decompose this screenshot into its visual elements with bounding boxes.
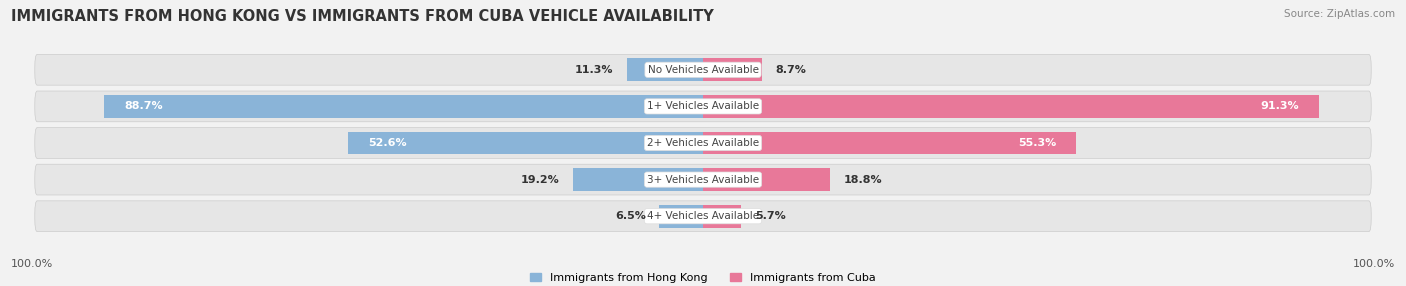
Text: 3+ Vehicles Available: 3+ Vehicles Available (647, 175, 759, 184)
Bar (703, 95, 1319, 118)
FancyBboxPatch shape (35, 54, 1371, 85)
Text: 55.3%: 55.3% (1018, 138, 1056, 148)
Text: 91.3%: 91.3% (1260, 102, 1299, 111)
Legend: Immigrants from Hong Kong, Immigrants from Cuba: Immigrants from Hong Kong, Immigrants fr… (526, 269, 880, 286)
Text: 5.7%: 5.7% (755, 211, 786, 221)
Text: 88.7%: 88.7% (125, 102, 163, 111)
Text: 4+ Vehicles Available: 4+ Vehicles Available (647, 211, 759, 221)
Bar (574, 168, 703, 191)
FancyBboxPatch shape (35, 128, 1371, 158)
Text: 100.0%: 100.0% (11, 259, 53, 269)
Bar (104, 95, 703, 118)
Text: 19.2%: 19.2% (522, 175, 560, 184)
FancyBboxPatch shape (35, 164, 1371, 195)
Bar (349, 132, 703, 154)
Bar (627, 58, 703, 81)
Text: No Vehicles Available: No Vehicles Available (648, 65, 758, 75)
Text: 1+ Vehicles Available: 1+ Vehicles Available (647, 102, 759, 111)
Text: 100.0%: 100.0% (1353, 259, 1395, 269)
FancyBboxPatch shape (35, 201, 1371, 232)
Text: 2+ Vehicles Available: 2+ Vehicles Available (647, 138, 759, 148)
Bar (659, 205, 703, 228)
Text: Source: ZipAtlas.com: Source: ZipAtlas.com (1284, 9, 1395, 19)
Text: 6.5%: 6.5% (614, 211, 645, 221)
FancyBboxPatch shape (35, 91, 1371, 122)
Bar (703, 168, 830, 191)
Bar (703, 205, 741, 228)
Bar (703, 132, 1076, 154)
Text: IMMIGRANTS FROM HONG KONG VS IMMIGRANTS FROM CUBA VEHICLE AVAILABILITY: IMMIGRANTS FROM HONG KONG VS IMMIGRANTS … (11, 9, 714, 23)
Bar (703, 58, 762, 81)
Text: 11.3%: 11.3% (575, 65, 613, 75)
Text: 52.6%: 52.6% (368, 138, 406, 148)
Text: 8.7%: 8.7% (775, 65, 806, 75)
Text: 18.8%: 18.8% (844, 175, 882, 184)
